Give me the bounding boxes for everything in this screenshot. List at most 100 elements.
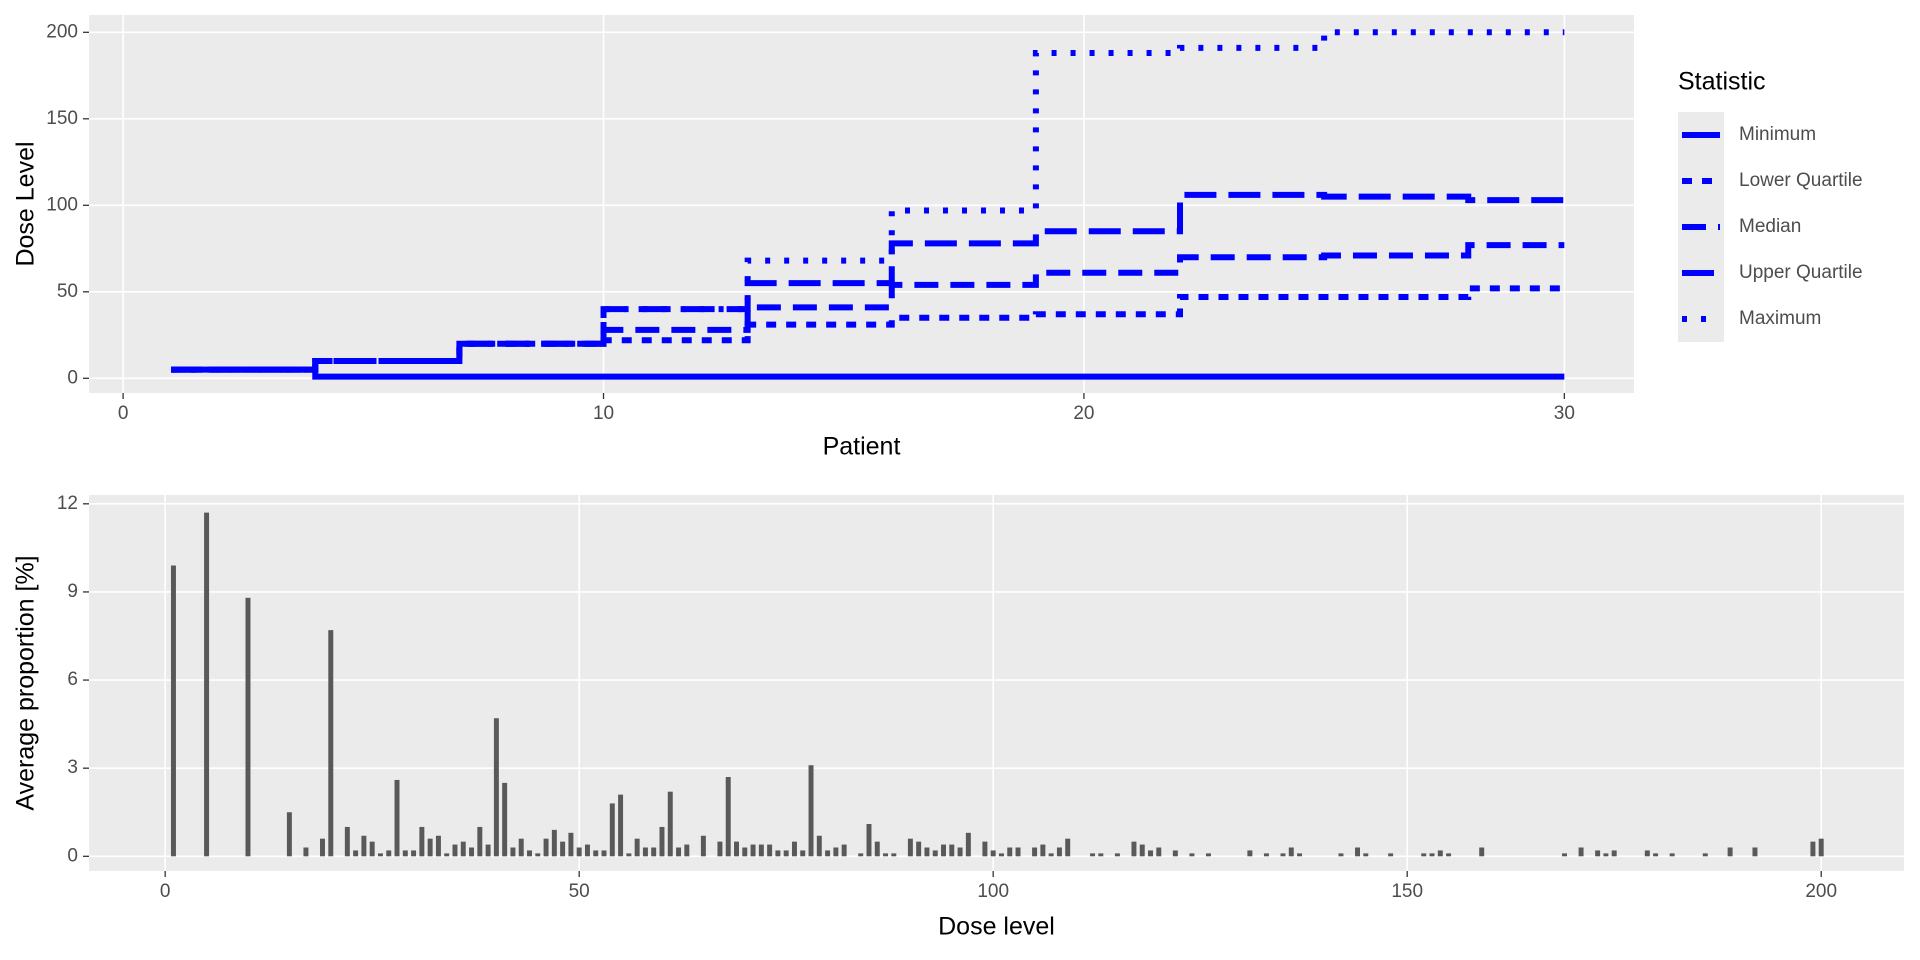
- bar: [245, 597, 251, 857]
- bar: [700, 835, 706, 857]
- bar: [394, 779, 400, 857]
- bar: [435, 835, 441, 857]
- bar: [1280, 853, 1286, 857]
- x-tick-label: 150: [1391, 881, 1423, 902]
- bar: [932, 850, 938, 857]
- bar: [1727, 847, 1733, 857]
- y-tick-label: 6: [67, 669, 78, 690]
- bar: [402, 850, 408, 857]
- bar: [990, 850, 996, 857]
- y-tick-label: 3: [67, 757, 78, 778]
- legend-label: Upper Quartile: [1739, 262, 1863, 283]
- bar: [659, 826, 665, 857]
- bar: [377, 853, 383, 857]
- bar: [775, 850, 781, 857]
- bar: [1437, 850, 1443, 857]
- bar: [411, 850, 417, 857]
- bar: [1595, 850, 1601, 857]
- bar: [493, 718, 499, 857]
- bar: [427, 838, 433, 857]
- x-tick-label: 30: [1554, 403, 1575, 424]
- bar: [568, 832, 574, 857]
- bar: [502, 782, 508, 857]
- bar: [916, 841, 922, 857]
- legend-label: Minimum: [1739, 124, 1816, 145]
- bar: [742, 847, 748, 857]
- bar: [618, 794, 624, 857]
- data-line: [171, 29, 1565, 373]
- bar: [676, 847, 682, 857]
- bar: [982, 841, 988, 857]
- legend-label: Median: [1739, 216, 1801, 237]
- bar: [1479, 847, 1485, 857]
- bar: [460, 841, 466, 857]
- y-tick-label: 50: [57, 281, 78, 302]
- bar: [286, 812, 292, 857]
- bar: [1032, 847, 1038, 857]
- bar: [510, 847, 516, 857]
- data-line: [171, 285, 1565, 373]
- bar: [907, 838, 913, 857]
- y-tick-label: 200: [46, 21, 78, 42]
- bar: [344, 826, 350, 857]
- x-tick-label: 0: [118, 403, 129, 424]
- legend-label: Maximum: [1739, 308, 1821, 329]
- bar: [626, 853, 632, 857]
- bar: [1065, 838, 1071, 857]
- bar: [825, 850, 831, 857]
- bar: [1189, 853, 1195, 857]
- bar: [477, 826, 483, 857]
- bar: [1355, 847, 1360, 857]
- x-tick-label: 100: [977, 881, 1009, 902]
- bar: [1139, 844, 1145, 857]
- x-tick-label: 0: [160, 881, 171, 902]
- bar: [965, 832, 971, 857]
- y-tick-label: 0: [67, 845, 78, 866]
- bar: [204, 512, 210, 857]
- bar: [1131, 841, 1137, 857]
- bar: [1114, 853, 1120, 857]
- bar: [1611, 850, 1617, 857]
- bar: [1603, 853, 1609, 857]
- bar: [1810, 841, 1816, 857]
- bar: [866, 824, 872, 857]
- bar: [941, 844, 946, 857]
- bar: [816, 835, 822, 857]
- y-tick-label: 12: [57, 493, 78, 514]
- bar: [1818, 838, 1824, 857]
- bar: [444, 853, 450, 857]
- bar: [651, 847, 657, 857]
- bar: [1007, 847, 1013, 857]
- bar: [841, 844, 847, 857]
- bar: [369, 841, 375, 857]
- bar: [1578, 847, 1584, 857]
- bar: [783, 850, 789, 857]
- bar: [1172, 850, 1178, 857]
- bar: [469, 847, 475, 857]
- bar: [642, 847, 648, 857]
- bar: [361, 835, 367, 857]
- bar: [1288, 847, 1294, 857]
- bar: [1702, 853, 1708, 857]
- bar: [684, 844, 690, 857]
- bar: [1098, 853, 1104, 857]
- bar: [1338, 853, 1344, 857]
- x-tick-label: 20: [1073, 403, 1094, 424]
- bar: [170, 565, 176, 857]
- bar: [535, 853, 541, 857]
- bar: [808, 765, 814, 857]
- y-tick-label: 9: [67, 581, 78, 602]
- y-axis-title: Average proportion [%]: [12, 555, 40, 810]
- bar: [858, 853, 864, 857]
- bar: [949, 844, 955, 857]
- bar: [518, 838, 524, 857]
- bar: [1205, 853, 1211, 857]
- bar: [734, 841, 739, 857]
- bar: [1040, 844, 1046, 857]
- bar: [609, 803, 615, 857]
- bar: [1388, 853, 1394, 857]
- y-tick-label: 0: [67, 367, 78, 388]
- bar: [527, 850, 532, 857]
